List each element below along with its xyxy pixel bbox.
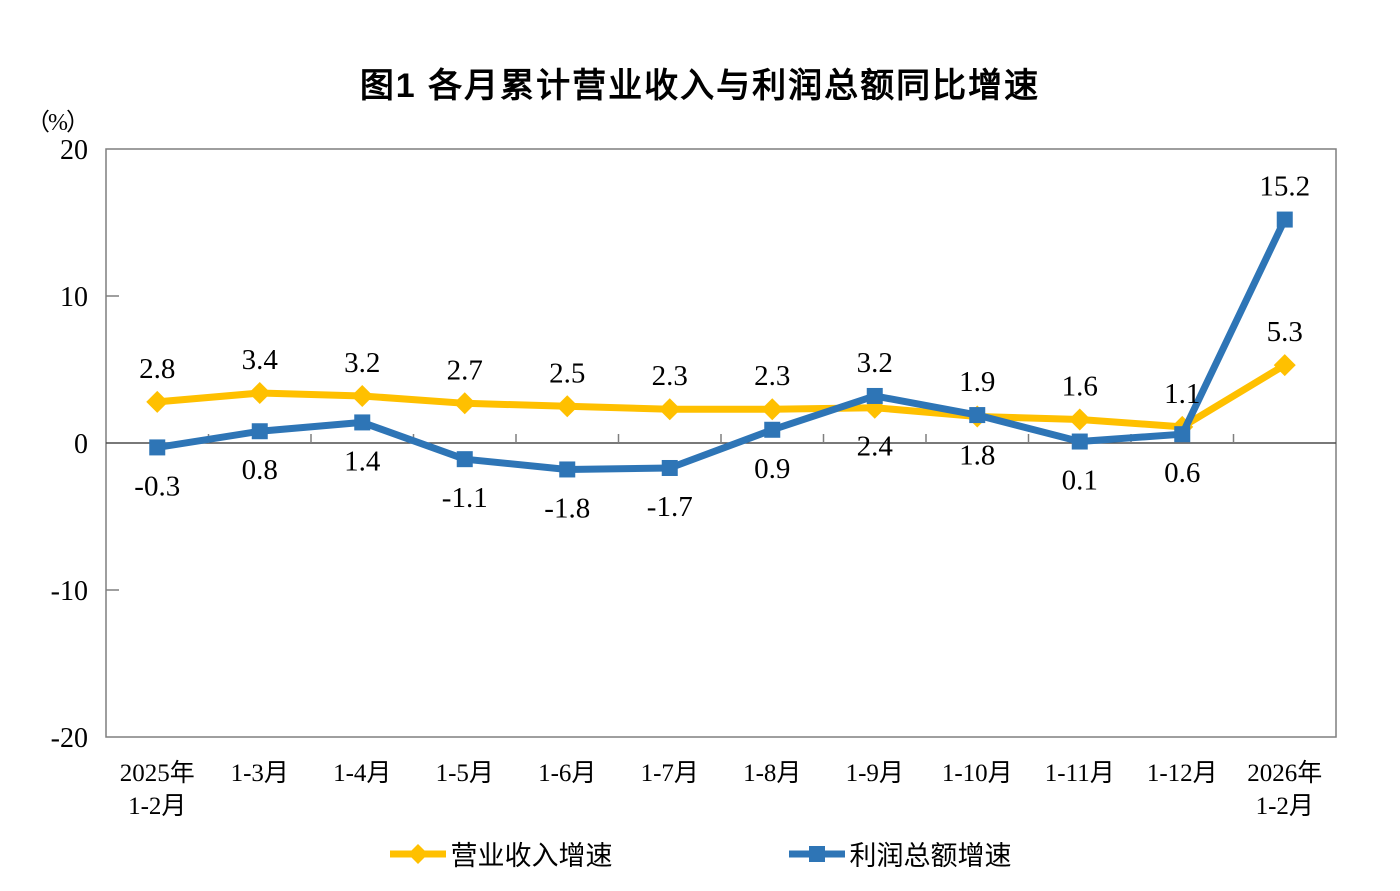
x-axis-category-label: 1-12月: [1147, 760, 1218, 787]
data-point-label: 1.9: [959, 366, 995, 398]
data-point-label: 3.2: [344, 347, 380, 379]
data-point-label: 0.9: [754, 453, 790, 485]
y-axis-tick-label: 20: [60, 135, 88, 166]
data-point-label: 0.6: [1164, 457, 1200, 489]
x-axis-category-label: 1-2月: [128, 793, 186, 820]
data-point-marker: [764, 421, 781, 438]
data-point-label: 2.8: [139, 353, 175, 385]
data-point-marker: [969, 407, 986, 424]
series-line-0: [153, 361, 1289, 431]
data-point-label: 1.1: [1164, 378, 1200, 410]
y-axis-unit-label: （%）: [26, 110, 90, 136]
data-point-label: 2.3: [754, 360, 790, 392]
y-axis-tick-label: 10: [60, 282, 88, 313]
x-axis-category-label: 1-11月: [1045, 760, 1115, 787]
legend-label-profit: 利润总额增速: [849, 841, 1012, 871]
x-axis-category-label: 1-8月: [743, 760, 801, 787]
data-point-label: 2.5: [549, 357, 585, 389]
x-axis-category-label: 2025年: [120, 759, 195, 787]
x-axis-category-label: 1-3月: [231, 760, 289, 787]
x-axis-category-label: 1-5月: [436, 760, 494, 787]
data-point-label: 15.2: [1259, 171, 1310, 203]
profit-series-legend-icon: [788, 845, 845, 862]
data-point-label: 1.6: [1062, 370, 1098, 402]
data-point-marker: [866, 387, 883, 404]
data-point-label: 0.1: [1062, 465, 1098, 497]
data-point-marker: [658, 398, 681, 421]
data-point-marker: [1068, 408, 1091, 431]
data-point-marker: [456, 451, 473, 468]
data-point-marker: [146, 390, 169, 413]
data-point-label: 5.3: [1267, 316, 1303, 348]
x-axis-category-label: 1-7月: [641, 760, 699, 787]
data-point-marker: [354, 414, 371, 431]
data-point-label: 2.4: [857, 431, 894, 463]
series-line-1: [153, 216, 1289, 473]
data-point-marker: [559, 461, 576, 478]
data-point-marker: [661, 459, 678, 476]
data-point-label: 2.7: [447, 354, 483, 386]
data-point-marker: [251, 423, 268, 440]
x-axis-category-label: 1-10月: [942, 760, 1013, 787]
data-point-marker: [1071, 433, 1088, 450]
x-axis-category-label: 1-4月: [333, 760, 391, 787]
legend-item-revenue: 营业收入增速: [389, 834, 613, 873]
x-axis-category-label: 2026年: [1247, 759, 1322, 787]
x-axis-category-label: 1-9月: [846, 760, 904, 787]
legend-label-revenue: 营业收入增速: [450, 841, 613, 871]
data-point-label: -1.7: [647, 491, 693, 523]
data-point-label: -1.1: [442, 482, 488, 514]
data-point-label: 3.4: [242, 344, 279, 376]
chart-title: 图1 各月累计营业收入与利润总额同比增速: [359, 67, 1041, 105]
data-point-marker: [1276, 211, 1293, 228]
data-point-marker: [761, 398, 784, 421]
y-axis-tick-label: -20: [51, 723, 88, 754]
x-axis-category-label: 1-6月: [538, 760, 596, 787]
data-point-label: -1.8: [544, 492, 590, 524]
data-point-marker: [1174, 426, 1191, 443]
data-point-marker: [453, 392, 476, 415]
data-point-marker: [351, 384, 374, 407]
legend-item-profit: 利润总额增速: [788, 834, 1012, 873]
data-point-marker: [248, 382, 271, 405]
data-point-label: 0.8: [242, 454, 278, 486]
data-point-label: -0.3: [134, 470, 180, 502]
revenue-series-legend-icon: [389, 843, 446, 864]
y-axis-tick-label: 0: [74, 429, 88, 460]
x-axis-category-label: 1-2月: [1256, 793, 1314, 820]
data-point-marker: [556, 395, 579, 418]
y-axis-tick-label: -10: [51, 576, 88, 607]
data-point-label: 1.8: [959, 440, 995, 472]
data-point-marker: [1273, 354, 1296, 377]
data-point-label: 1.4: [344, 445, 381, 477]
data-point-label: 2.3: [652, 360, 688, 392]
chart-legend: 营业收入增速 利润总额增速: [0, 834, 1400, 873]
data-point-marker: [149, 439, 166, 456]
data-point-label: 3.2: [857, 347, 893, 379]
